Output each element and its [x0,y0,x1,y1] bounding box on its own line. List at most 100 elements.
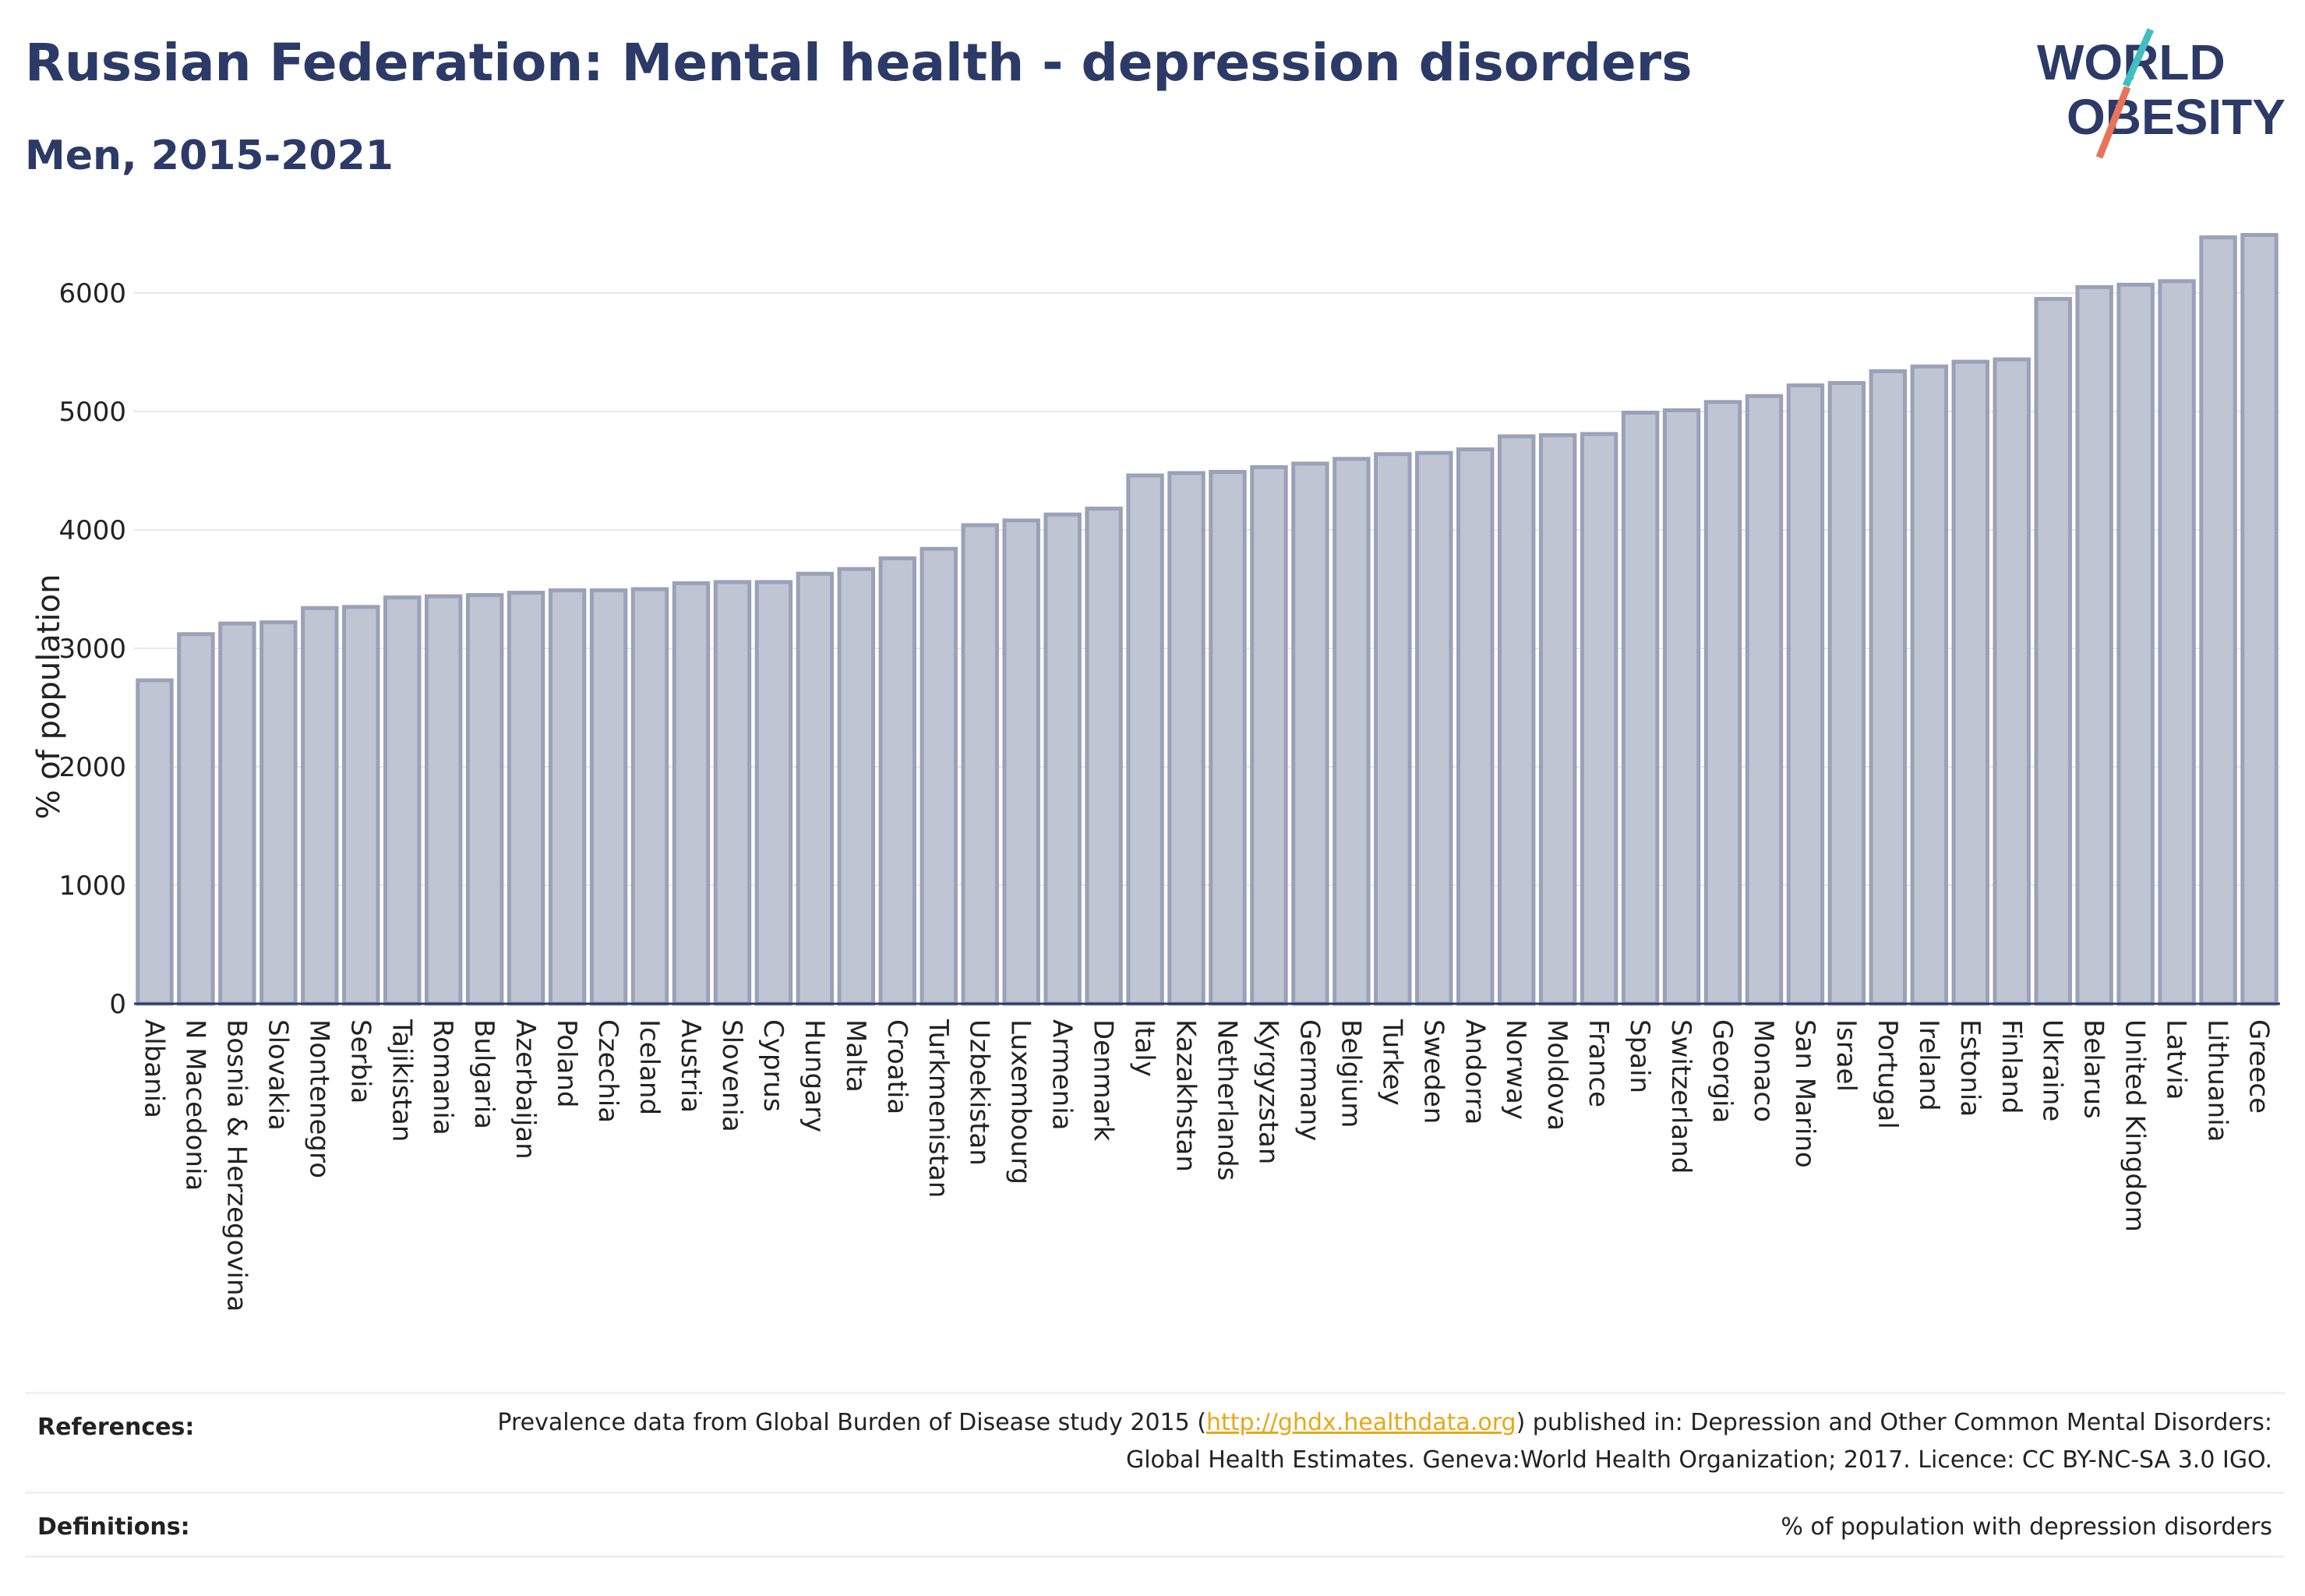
x-tick-label: Turkmenistan [923,1019,954,1198]
logo-slash-teal [2122,28,2155,87]
x-tick-label: Denmark [1088,1019,1119,1142]
bar-bulgaria [465,593,504,1006]
logo-slash-coral [2095,86,2131,159]
x-tick-label: Iceland [634,1019,665,1115]
bar-bosnia-herzegovina [218,621,256,1006]
footer-divider-top [25,1392,2285,1394]
definitions-section: Definitions: % of population with depres… [25,1504,2285,1551]
x-tick-label: Slovakia [262,1019,293,1131]
bar-ireland [1910,364,1949,1006]
bar-sweden [1415,450,1453,1006]
bars [136,233,2279,1006]
x-tick-label: Slovenia [716,1019,747,1132]
bar-hungary [796,571,835,1006]
x-tick-label: Belgium [1335,1019,1366,1128]
x-tick-label: N Macedonia [179,1019,210,1191]
bar-norway [1497,434,1536,1006]
x-tick-label: Czechia [592,1019,623,1123]
bar-turkey [1374,452,1412,1006]
x-tick-label: Sweden [1417,1019,1449,1124]
bar-montenegro [301,606,339,1006]
x-tick-label: Serbia [344,1019,376,1103]
y-tick-label: 4000 [58,515,126,546]
bar-andorra [1456,447,1495,1006]
x-tick-label: Uzbekistan [964,1019,995,1166]
bar-slovakia [259,620,298,1006]
x-tick-label: Switzerland [1665,1019,1696,1174]
x-tick-label: Greece [2243,1019,2275,1114]
x-tick-label: Lithuania [2202,1019,2233,1142]
x-tick-label: Turkey [1376,1019,1407,1106]
x-tick-label: Andorra [1459,1019,1490,1125]
y-tick-label: 0 [109,989,126,1020]
bar-switzerland [1662,408,1701,1006]
references-text-after: ) published in: Depression and Other Com… [1125,1409,2272,1474]
x-tick-label: Croatia [881,1019,912,1114]
y-tick-labels: 0 1000 2000 3000 4000 5000 6000 [58,278,126,1020]
bar-iceland [630,587,669,1006]
x-tick-label: Romania [427,1019,458,1135]
bar-malta [837,567,876,1006]
x-tick-label: Austria [675,1019,706,1113]
bar-spain [1621,411,1660,1006]
page-subtitle: Men, 2015-2021 [25,132,394,179]
x-tick-label: Bosnia & Herzegovina [221,1019,252,1312]
x-tick-label: France [1583,1019,1614,1107]
bar-moldova [1538,433,1577,1006]
bar-n-macedonia [177,632,215,1006]
bar-france [1580,432,1618,1006]
bar-united-kingdom [2116,282,2155,1006]
y-tick-label: 2000 [58,752,126,783]
bar-austria [672,581,711,1006]
y-tick-label: 3000 [58,634,126,665]
bar-armenia [1043,512,1082,1006]
bar-georgia [1703,400,1742,1006]
bar-denmark [1085,507,1123,1006]
definitions-label: Definitions: [37,1513,190,1541]
x-tick-label: Ireland [1913,1019,1944,1111]
x-tick-label: Spain [1624,1019,1655,1093]
bar-azerbaijan [507,591,545,1006]
bar-romania [424,594,463,1006]
references-link[interactable]: http://ghdx.healthdata.org [1205,1409,1516,1436]
x-tick-label: Montenegro [303,1019,334,1178]
bar-tajikistan [383,595,422,1006]
bar-cyprus [754,580,793,1006]
y-tick-label: 1000 [58,870,126,902]
x-tick-label: United Kingdom [2120,1019,2151,1232]
x-tick-label: Cyprus [757,1019,789,1112]
x-tick-label: Hungary [799,1019,830,1132]
definitions-text: % of population with depression disorder… [1781,1513,2272,1541]
references-section: References: Prevalence data from Global … [25,1403,2285,1488]
y-tick-label: 6000 [58,278,126,309]
bar-albania [136,678,174,1006]
x-tick-label: Albania [138,1019,169,1118]
bar-portugal [1869,369,1908,1006]
page-title: Russian Federation: Mental health - depr… [25,33,1693,93]
bar-croatia [878,556,917,1006]
bar-turkmenistan [920,546,958,1006]
x-tick-label: Estonia [1954,1019,1986,1117]
bar-czechia [589,588,628,1006]
bar-kazakhstan [1167,471,1205,1006]
y-axis-label: % of population [31,574,67,820]
bar-israel [1827,381,1866,1006]
x-tick-label: Bulgaria [468,1019,499,1129]
logo-line2: OBESITY [2067,89,2286,145]
bar-poland [548,588,587,1006]
bar-greece [2240,233,2279,1006]
bar-uzbekistan [961,523,999,1006]
bar-monaco [1745,394,1784,1006]
bar-kyrgyzstan [1250,464,1288,1006]
x-tick-label: Tajikistan [386,1019,417,1142]
bar-germany [1291,461,1329,1006]
bar-latvia [2158,279,2196,1006]
footer-divider-bottom [25,1555,2285,1558]
references-text: Prevalence data from Global Burden of Di… [480,1404,2272,1479]
x-tick-label: Kazakhstan [1170,1019,1202,1172]
x-tick-label: Luxembourg [1005,1019,1036,1185]
x-tick-label: Italy [1129,1019,1160,1077]
x-tick-label: Norway [1500,1019,1531,1120]
bar-ukraine [2034,297,2072,1006]
bar-estonia [1951,359,1990,1006]
